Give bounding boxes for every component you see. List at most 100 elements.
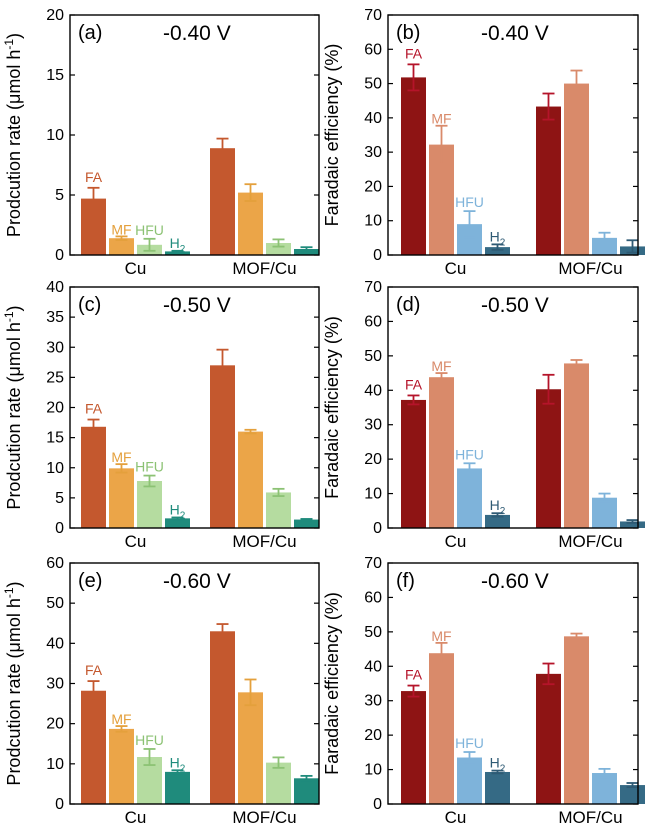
error-bar	[435, 641, 448, 665]
error-bar	[626, 782, 639, 789]
bar-h2-cu	[165, 771, 190, 804]
error-bar	[542, 662, 555, 686]
error-bar	[272, 487, 285, 497]
bar-h2-cu	[165, 518, 190, 528]
bar-hfu-cu	[457, 757, 482, 804]
series-label-mf: MF	[431, 358, 451, 374]
error-bar	[626, 239, 639, 254]
series-label-mf: MF	[111, 711, 131, 727]
error-bar	[216, 137, 229, 159]
y-tick-label: 60	[364, 589, 382, 606]
y-tick-label: 50	[46, 595, 64, 612]
y-tick-label: 10	[364, 486, 382, 503]
x-category-label: MOF/Cu	[558, 808, 622, 827]
bar-h2-cu	[485, 514, 510, 528]
y-tick-label: 15	[46, 430, 64, 447]
y-tick-label: 10	[46, 460, 64, 477]
error-bar	[143, 474, 156, 488]
error-bar	[300, 774, 313, 782]
y-tick-label: 60	[364, 41, 382, 58]
error-bar	[87, 680, 100, 702]
y-tick-label: 50	[364, 76, 382, 93]
bar-h2-mofcu	[294, 778, 319, 804]
bar-fa-cu	[81, 690, 106, 804]
error-bar	[407, 63, 420, 92]
error-bar	[171, 769, 184, 775]
x-category-label: MOF/Cu	[232, 808, 296, 827]
y-tick-label: 40	[364, 110, 382, 127]
bar-hfu-cu	[457, 468, 482, 528]
error-bar	[300, 518, 313, 522]
x-category-label: MOF/Cu	[558, 259, 622, 278]
y-tick-label: 30	[46, 339, 64, 356]
series-label-fa: FA	[405, 45, 423, 61]
bar-hfu-mofcu	[592, 237, 617, 255]
error-bar	[542, 92, 555, 121]
bar-fa-mofcu	[536, 106, 561, 256]
error-bar	[216, 348, 229, 382]
bar-h2-mofcu	[620, 785, 645, 804]
bar-mf-mofcu	[238, 192, 263, 255]
error-bar	[244, 428, 257, 435]
x-category-label: Cu	[445, 808, 467, 827]
error-bar	[407, 394, 420, 406]
error-bar	[87, 418, 100, 435]
y-tick-label: 20	[364, 451, 382, 468]
y-tick-label: 70	[364, 279, 382, 296]
plot-frame	[69, 14, 320, 256]
series-label-hfu: HFU	[135, 222, 164, 238]
y-tick-label: 30	[364, 144, 382, 161]
error-bar	[570, 69, 583, 98]
error-bar	[244, 678, 257, 707]
y-tick-label: 0	[55, 247, 64, 264]
series-label-mf: MF	[111, 221, 131, 237]
chart-title: -0.40 V	[163, 22, 231, 45]
panel-label: (b)	[396, 22, 420, 44]
error-bar	[115, 235, 128, 241]
bar-h2-cu	[485, 247, 510, 255]
y-axis-label: Faradaic efficiency (%)	[322, 592, 342, 775]
bar-mf-mofcu	[564, 363, 589, 528]
y-tick-label: 40	[364, 382, 382, 399]
y-tick-label: 5	[55, 187, 64, 204]
y-tick-label: 20	[46, 7, 64, 24]
series-label-fa: FA	[405, 376, 423, 392]
bar-h2-mofcu	[620, 521, 645, 528]
y-tick-label: 25	[46, 369, 64, 386]
x-category-label: MOF/Cu	[232, 259, 296, 278]
x-category-label: MOF/Cu	[232, 532, 296, 551]
bar-mf-cu	[109, 468, 134, 528]
y-tick-label: 20	[46, 400, 64, 417]
series-label-hfu: HFU	[455, 735, 484, 751]
error-bar	[491, 769, 504, 775]
bar-fa-cu	[81, 426, 106, 528]
y-tick-label: 60	[46, 555, 64, 572]
error-bar	[272, 756, 285, 769]
x-category-label: Cu	[125, 532, 147, 551]
series-label-hfu: HFU	[455, 446, 484, 462]
bar-fa-mofcu	[536, 673, 561, 804]
panel-label: (e)	[78, 570, 102, 592]
bar-h2-cu	[165, 251, 190, 255]
x-category-label: MOF/Cu	[558, 532, 622, 551]
y-tick-label: 0	[55, 796, 64, 813]
chart-title: -0.60 V	[481, 570, 549, 593]
bar-hfu-mofcu	[266, 762, 291, 804]
error-bar	[143, 748, 156, 766]
y-tick-label: 20	[364, 178, 382, 195]
y-tick-label: 70	[364, 555, 382, 572]
error-bar	[463, 210, 476, 239]
y-axis-label: Faradaic efficiency (%)	[322, 44, 342, 227]
y-tick-label: 0	[373, 520, 382, 537]
bar-fa-cu	[401, 399, 426, 528]
bar-fa-cu	[401, 691, 426, 804]
x-category-label: Cu	[125, 259, 147, 278]
y-axis-label: Faradaic efficiency (%)	[322, 316, 342, 499]
y-tick-label: 60	[364, 313, 382, 330]
plot-frame	[69, 286, 320, 529]
series-label-hfu: HFU	[135, 732, 164, 748]
series-label-fa: FA	[85, 169, 103, 185]
y-tick-label: 30	[46, 676, 64, 693]
